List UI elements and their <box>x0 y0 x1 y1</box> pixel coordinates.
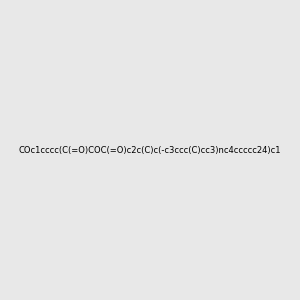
Text: COc1cccc(C(=O)COC(=O)c2c(C)c(-c3ccc(C)cc3)nc4ccccc24)c1: COc1cccc(C(=O)COC(=O)c2c(C)c(-c3ccc(C)cc… <box>19 146 281 154</box>
